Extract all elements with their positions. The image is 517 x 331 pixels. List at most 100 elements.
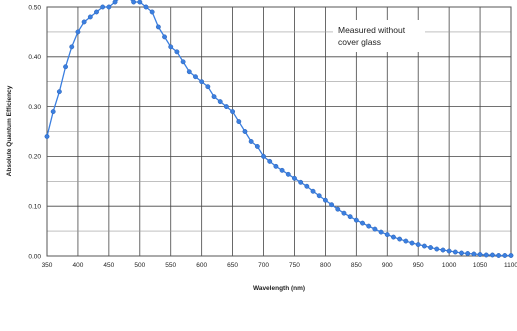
data-point	[180, 59, 186, 65]
y-tick-label: 0.50	[28, 4, 41, 11]
data-point	[440, 247, 446, 253]
data-point	[155, 24, 161, 30]
data-point	[143, 4, 149, 10]
data-point	[459, 250, 464, 256]
data-point	[248, 139, 254, 144]
data-point	[502, 253, 508, 258]
x-tick-label: 850	[351, 262, 362, 269]
annotation-line-1: Measured without	[338, 25, 406, 35]
data-point	[452, 249, 458, 255]
data-point	[304, 183, 310, 189]
data-point	[87, 14, 93, 20]
x-tick-label: 800	[320, 262, 331, 269]
data-point	[205, 84, 211, 90]
y-tick-label: 0.20	[28, 154, 41, 161]
x-tick-label: 600	[196, 262, 207, 269]
x-axis-title: Wavelength (nm)	[253, 285, 305, 292]
y-axis-title: Absolute Quantum Efficiency	[6, 85, 13, 176]
data-point	[267, 158, 273, 164]
data-point	[223, 104, 229, 110]
data-point	[112, 0, 118, 5]
x-tick-label: 450	[103, 262, 114, 269]
y-tick-label: 0.40	[28, 54, 41, 61]
x-tick-label: 950	[413, 262, 424, 269]
data-point	[44, 134, 50, 139]
series-layer	[44, 0, 514, 258]
data-point	[409, 240, 415, 246]
data-point	[428, 245, 434, 250]
x-tick-label: 350	[42, 262, 53, 269]
data-point	[94, 9, 99, 15]
x-tick-label: 400	[73, 262, 84, 269]
data-point	[298, 179, 304, 185]
data-point	[242, 129, 248, 134]
data-point	[434, 246, 440, 252]
data-point	[50, 109, 56, 115]
data-point	[384, 232, 390, 238]
data-point	[106, 4, 112, 10]
data-point	[415, 242, 421, 248]
y-tick-label: 0.30	[28, 104, 41, 111]
data-point	[279, 167, 285, 173]
data-point	[421, 243, 427, 249]
data-point	[261, 153, 266, 159]
data-point	[69, 44, 75, 50]
data-point	[236, 119, 242, 124]
data-point	[322, 197, 328, 203]
data-point	[75, 29, 81, 35]
data-point	[310, 188, 316, 194]
data-point	[403, 238, 409, 244]
annotation-line-2: cover glass	[338, 37, 381, 47]
data-point	[360, 220, 365, 226]
data-point	[335, 206, 341, 212]
data-point	[347, 214, 353, 220]
x-tick-label: 650	[227, 262, 238, 269]
data-point	[81, 19, 87, 25]
data-point	[100, 4, 106, 10]
data-point	[477, 252, 483, 257]
data-point	[366, 223, 372, 229]
data-point	[254, 143, 260, 149]
data-point	[397, 236, 403, 242]
x-tick-label: 900	[382, 262, 393, 269]
data-point	[489, 252, 495, 258]
data-point	[174, 49, 180, 55]
plot-frame	[46, 6, 512, 257]
x-tick-label: 1050	[473, 262, 488, 269]
x-tick-label: 500	[134, 262, 145, 269]
data-point	[341, 210, 347, 216]
data-point	[193, 74, 198, 80]
data-point	[199, 79, 205, 85]
x-tick-label: 550	[165, 262, 176, 269]
data-point	[316, 193, 322, 199]
data-point	[230, 109, 236, 115]
data-point	[378, 229, 384, 235]
x-tick-label: 1000	[442, 262, 457, 269]
data-point	[168, 44, 174, 50]
data-point	[508, 253, 514, 258]
data-point	[292, 175, 297, 181]
data-point	[63, 64, 69, 70]
data-point	[217, 99, 223, 105]
data-point	[496, 253, 502, 258]
data-point	[483, 252, 489, 258]
x-tick-label: 1100	[504, 262, 517, 269]
x-axis-ticks: 350 400 450 500 550 600 650 700 750 800 850 900 950 1…	[42, 262, 517, 269]
data-point	[391, 234, 396, 240]
data-point	[149, 9, 155, 15]
data-point	[471, 251, 477, 257]
data-point	[162, 34, 168, 40]
data-point	[285, 171, 291, 177]
grid	[46, 6, 512, 257]
data-point	[211, 94, 217, 100]
y-axis-ticks: 0.00 0.10 0.20 0.30 0.40 0.50	[28, 4, 41, 260]
y-tick-label: 0.10	[28, 204, 41, 211]
data-point	[186, 69, 192, 75]
data-point	[372, 226, 378, 232]
data-point	[465, 251, 471, 256]
data-point	[56, 89, 62, 95]
series-line	[46, 0, 511, 257]
data-point	[353, 217, 359, 223]
